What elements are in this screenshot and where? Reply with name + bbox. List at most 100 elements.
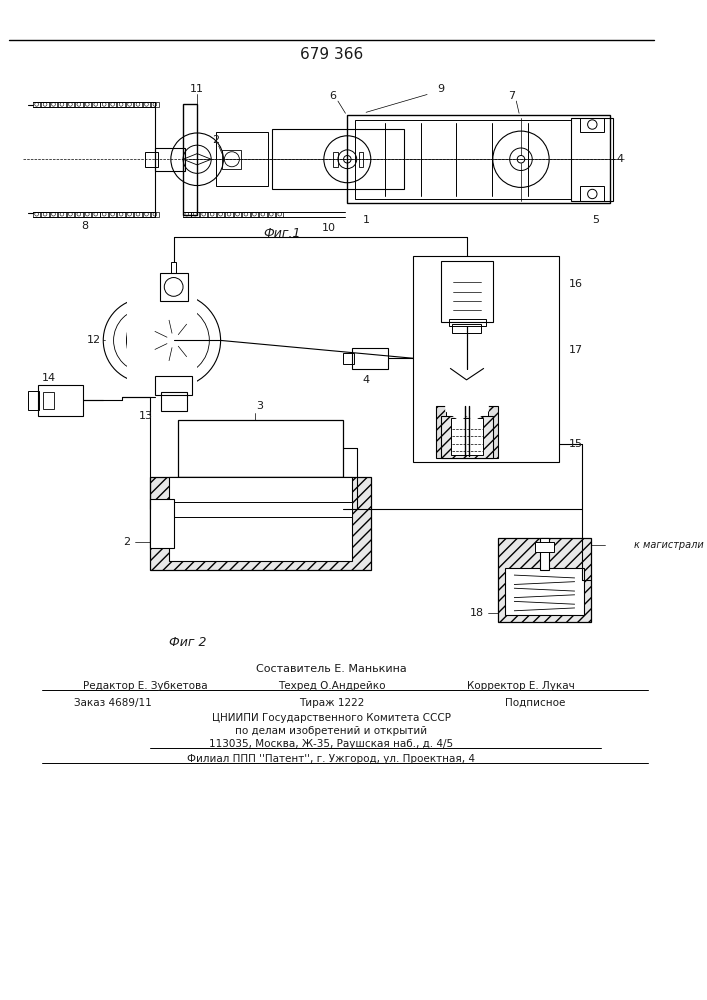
Text: 12: 12	[87, 335, 101, 345]
Bar	[155, 148, 185, 171]
Bar	[160, 392, 187, 411]
Bar	[49, 102, 57, 107]
Bar	[155, 376, 192, 395]
Text: 3: 3	[257, 401, 264, 411]
Bar	[234, 212, 241, 217]
Bar	[183, 212, 191, 217]
Bar	[41, 212, 49, 217]
Bar	[169, 477, 352, 561]
Bar	[413, 256, 559, 462]
Polygon shape	[446, 369, 488, 420]
Text: 4: 4	[616, 154, 623, 164]
Text: 6: 6	[329, 91, 337, 101]
Bar	[216, 132, 267, 186]
Text: по делам изобретений и открытий: по делам изобретений и открытий	[235, 726, 428, 736]
Bar	[505, 568, 584, 615]
Bar	[28, 391, 40, 410]
Bar	[150, 499, 174, 548]
Bar	[37, 385, 83, 416]
Bar	[267, 212, 275, 217]
Bar	[580, 118, 604, 132]
Bar	[452, 324, 481, 333]
Bar	[251, 212, 258, 217]
Bar	[33, 102, 40, 107]
Text: Техред О.Андрейко: Техред О.Андрейко	[278, 681, 385, 691]
Bar	[100, 102, 108, 107]
Bar	[343, 353, 354, 364]
Text: 13: 13	[139, 411, 153, 421]
Bar	[347, 115, 610, 203]
Bar	[33, 212, 40, 217]
Bar	[43, 392, 54, 409]
Bar	[436, 406, 498, 458]
Bar	[92, 212, 100, 217]
Text: 2: 2	[212, 135, 219, 145]
Bar	[333, 152, 338, 167]
Text: Заказ 4689/11: Заказ 4689/11	[74, 698, 151, 708]
Bar	[41, 102, 49, 107]
Bar	[535, 542, 554, 552]
Text: Составитель Е. Манькина: Составитель Е. Манькина	[256, 664, 407, 674]
Bar	[58, 102, 66, 107]
Bar	[143, 212, 150, 217]
Bar	[151, 102, 158, 107]
Bar	[83, 102, 91, 107]
Text: ЦНИИПИ Государственного Комитета СССР: ЦНИИПИ Государственного Комитета СССР	[212, 713, 451, 723]
Text: 10: 10	[322, 223, 336, 233]
Bar	[75, 102, 83, 107]
Bar	[126, 102, 134, 107]
Bar	[134, 212, 141, 217]
Bar	[498, 538, 591, 622]
Bar	[169, 502, 352, 517]
Bar	[58, 212, 66, 217]
Bar	[259, 212, 267, 217]
Text: 14: 14	[42, 373, 56, 383]
Bar	[539, 538, 549, 570]
Text: 7: 7	[508, 91, 515, 101]
Bar	[109, 102, 117, 107]
Text: 9: 9	[438, 84, 445, 94]
Bar	[580, 186, 604, 201]
Text: 16: 16	[568, 279, 583, 289]
Text: 11: 11	[190, 84, 204, 94]
Bar	[243, 212, 250, 217]
Bar	[66, 102, 74, 107]
Bar	[75, 212, 83, 217]
Bar	[358, 152, 363, 167]
Text: 8: 8	[81, 221, 88, 231]
Text: 4: 4	[363, 375, 370, 385]
Text: 2: 2	[123, 537, 130, 547]
Bar	[92, 102, 100, 107]
Bar	[276, 212, 284, 217]
Bar	[217, 212, 224, 217]
Bar	[352, 348, 387, 369]
Text: Фиг 2: Фиг 2	[169, 636, 206, 649]
Bar	[571, 118, 613, 201]
Text: Подписное: Подписное	[505, 698, 565, 708]
Bar	[183, 104, 197, 215]
Text: 5: 5	[592, 215, 600, 225]
Bar	[192, 212, 199, 217]
Bar	[272, 129, 404, 189]
Bar	[160, 273, 188, 301]
Text: Корректор Е. Лукач: Корректор Е. Лукач	[467, 681, 575, 691]
Bar	[446, 411, 488, 453]
Bar	[66, 212, 74, 217]
Bar	[200, 212, 207, 217]
Bar	[450, 418, 484, 455]
Text: Редактор Е. Зубкетова: Редактор Е. Зубкетова	[83, 681, 208, 691]
Bar	[117, 102, 125, 107]
Bar	[150, 477, 370, 570]
Bar	[209, 212, 216, 217]
Text: Фиг.1: Фиг.1	[263, 227, 300, 240]
Bar	[117, 212, 125, 217]
Bar	[127, 284, 197, 397]
Bar	[171, 262, 177, 273]
Text: 1: 1	[363, 215, 370, 225]
Text: 17: 17	[568, 345, 583, 355]
Text: Филиал ППП ''Патент'', г. Ужгород, ул. Проектная, 4: Филиал ППП ''Патент'', г. Ужгород, ул. П…	[187, 754, 475, 764]
Bar	[151, 212, 158, 217]
Text: 679 366: 679 366	[300, 47, 363, 62]
Bar	[109, 212, 117, 217]
Bar	[441, 261, 493, 322]
